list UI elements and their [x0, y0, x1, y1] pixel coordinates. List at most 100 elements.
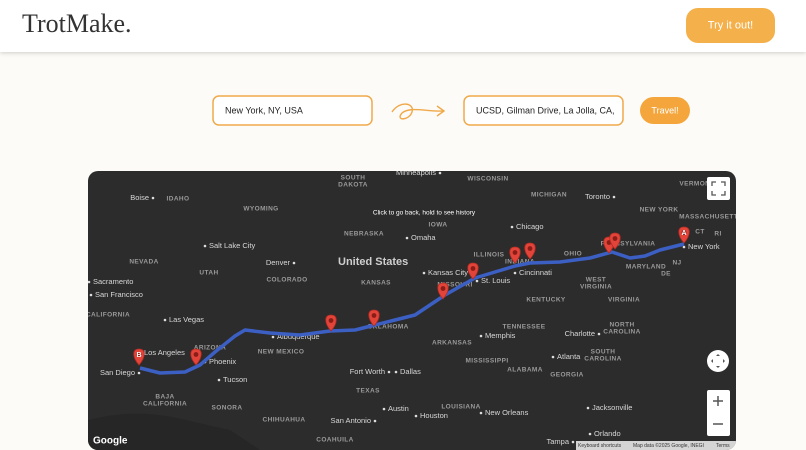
attribution[interactable]: Terms — [716, 443, 730, 449]
city-label: Cincinnati — [519, 268, 552, 277]
city-dot — [89, 293, 93, 297]
region-label: MISSISSIPPI — [465, 358, 508, 365]
destination-input[interactable] — [463, 95, 624, 126]
fullscreen-button[interactable] — [707, 177, 730, 200]
region-label: NJ — [672, 260, 681, 267]
region-label: UTAH — [199, 270, 218, 277]
city-label: Jacksonville — [592, 403, 632, 412]
region-label: MARYLAND — [626, 264, 666, 271]
region-label: ARKANSAS — [432, 340, 472, 347]
region-label: PENNSYLVANIA — [601, 241, 656, 248]
region-label: TEXAS — [356, 388, 380, 395]
terrain — [88, 413, 260, 450]
region-label: KENTUCKY — [526, 297, 566, 304]
map-hint: Click to go back, hold to see history — [373, 210, 476, 217]
origin-input[interactable] — [212, 95, 373, 126]
city-dot — [405, 236, 409, 240]
fullscreen-icon — [711, 181, 726, 196]
city-label: Chicago — [516, 222, 544, 231]
city-label: Boise — [130, 193, 149, 202]
region-label: CALIFORNIA — [143, 401, 187, 408]
city-label: San Francisco — [95, 290, 143, 299]
logo[interactable]: TrotMake. — [22, 9, 132, 38]
pan-button[interactable] — [707, 350, 729, 372]
city-dot — [586, 406, 590, 410]
city-dot — [137, 371, 141, 375]
city-dot — [612, 195, 616, 199]
region-label: SOUTH — [591, 349, 616, 356]
city-label: New York — [688, 242, 720, 251]
country-label: United States — [338, 256, 408, 268]
region-label: VERMONT — [679, 181, 714, 188]
region-label: COLORADO — [266, 277, 307, 284]
origin-text[interactable]: New York, NY, USA — [225, 105, 303, 115]
region-label: WEST — [586, 277, 606, 284]
city-dot — [479, 334, 483, 338]
region-label: NEW MEXICO — [258, 349, 305, 356]
region-label: RI — [714, 231, 721, 238]
city-dot — [88, 280, 91, 284]
city-label: New Orleans — [485, 408, 529, 417]
region-label: MISSOURI — [437, 282, 472, 289]
route — [139, 242, 685, 375]
header — [0, 0, 806, 52]
cta-button[interactable] — [686, 8, 775, 43]
city-dot — [271, 335, 275, 339]
region-label: CALIFORNIA — [86, 312, 130, 319]
region-label: OKLAHOMA — [367, 324, 408, 331]
city-dot — [422, 271, 426, 275]
region-label: GEORGIA — [550, 372, 584, 379]
city-label: Los Angeles — [144, 348, 185, 357]
region-label: CT — [695, 229, 704, 236]
zoom-control[interactable] — [707, 390, 730, 436]
map-bg[interactable] — [88, 171, 736, 450]
region-label: OHIO — [564, 251, 582, 258]
region-label: NEBRASKA — [344, 231, 384, 238]
travel-button[interactable] — [640, 97, 690, 124]
region-label: WISCONSIN — [467, 176, 508, 183]
attribution-bar — [576, 441, 736, 450]
cta-label[interactable]: Try it out! — [708, 19, 753, 31]
region-label: TENNESSEE — [503, 324, 546, 331]
city-label: Orlando — [594, 429, 621, 438]
region-label: CAROLINA — [584, 356, 622, 363]
city-dot — [387, 370, 391, 374]
region-label: NEW YORK — [640, 207, 679, 214]
city-dot — [217, 378, 221, 382]
city-label: San Diego — [100, 368, 135, 377]
city-dot — [682, 245, 686, 249]
attribution[interactable]: Keyboard shortcuts — [578, 443, 622, 449]
marker-label: B — [136, 352, 141, 359]
region-label: SONORA — [212, 405, 243, 412]
region-label: ILLINOIS — [474, 252, 505, 259]
city-label: Salt Lake City — [209, 241, 256, 250]
region-label: COAHUILA — [316, 437, 354, 444]
city-dot — [373, 419, 377, 423]
region-label: NORTH — [609, 322, 634, 329]
city-dot — [438, 171, 442, 175]
city-dot — [151, 196, 155, 200]
arrow — [391, 103, 446, 120]
city-dot — [513, 271, 517, 275]
city-dot — [203, 244, 207, 248]
map[interactable]: SOUTHDAKOTAWISCONSINMICHIGANIDAHOWYOMING… — [86, 168, 743, 450]
zoom-icons — [713, 396, 723, 425]
city-dot — [475, 279, 479, 283]
region-label: VIRGINIA — [608, 297, 640, 304]
city-dot — [597, 332, 601, 336]
travel-label[interactable]: Travel! — [651, 105, 678, 115]
city-label: Atlanta — [557, 352, 581, 361]
region-label: IOWA — [429, 222, 448, 229]
city-dot — [588, 432, 592, 436]
city-label: Tucson — [223, 375, 247, 384]
region-label: SOUTH — [341, 175, 366, 182]
city-dot — [292, 261, 296, 265]
city-label: Denver — [266, 258, 291, 267]
city-dot — [414, 414, 418, 418]
city-label: St. Louis — [481, 276, 510, 285]
city-label: Omaha — [411, 233, 436, 242]
region-label: CHIHUAHUA — [263, 417, 306, 424]
region-label: MASSACHUSETTS — [679, 214, 743, 221]
destination-text[interactable]: UCSD, Gilman Drive, La Jolla, CA, — [476, 105, 615, 115]
city-label: Toronto — [585, 192, 610, 201]
